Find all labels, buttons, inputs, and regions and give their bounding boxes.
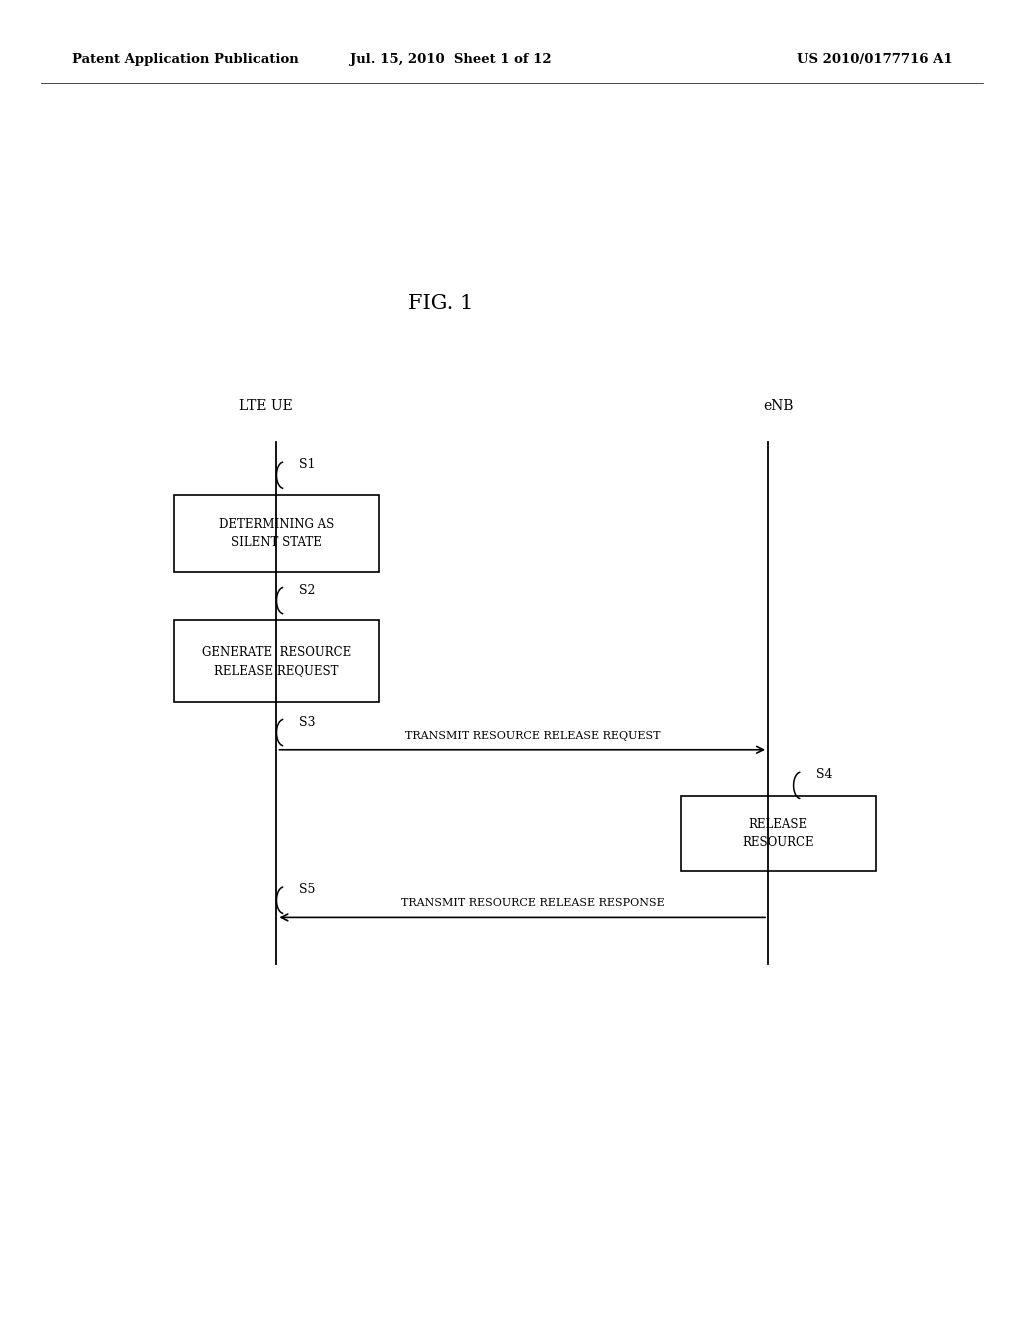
Text: TRANSMIT RESOURCE RELEASE RESPONSE: TRANSMIT RESOURCE RELEASE RESPONSE	[400, 898, 665, 908]
Bar	[681, 796, 876, 871]
Text: S5: S5	[299, 883, 315, 896]
Text: S4: S4	[816, 768, 833, 781]
Bar	[174, 620, 379, 702]
Text: LTE UE: LTE UE	[240, 399, 293, 413]
Text: S2: S2	[299, 583, 315, 597]
Text: DETERMINING AS
SILENT STATE: DETERMINING AS SILENT STATE	[219, 517, 334, 549]
Text: S1: S1	[299, 458, 315, 471]
Text: eNB: eNB	[763, 399, 794, 413]
Text: FIG. 1: FIG. 1	[408, 294, 473, 313]
Text: GENERATE  RESOURCE
RELEASE REQUEST: GENERATE RESOURCE RELEASE REQUEST	[202, 645, 351, 677]
Text: US 2010/0177716 A1: US 2010/0177716 A1	[797, 53, 952, 66]
Text: Patent Application Publication: Patent Application Publication	[72, 53, 298, 66]
Text: RELEASE
RESOURCE: RELEASE RESOURCE	[742, 818, 814, 849]
Text: Jul. 15, 2010  Sheet 1 of 12: Jul. 15, 2010 Sheet 1 of 12	[350, 53, 551, 66]
Text: TRANSMIT RESOURCE RELEASE REQUEST: TRANSMIT RESOURCE RELEASE REQUEST	[404, 730, 660, 741]
Text: S3: S3	[299, 715, 315, 729]
Bar	[174, 495, 379, 572]
